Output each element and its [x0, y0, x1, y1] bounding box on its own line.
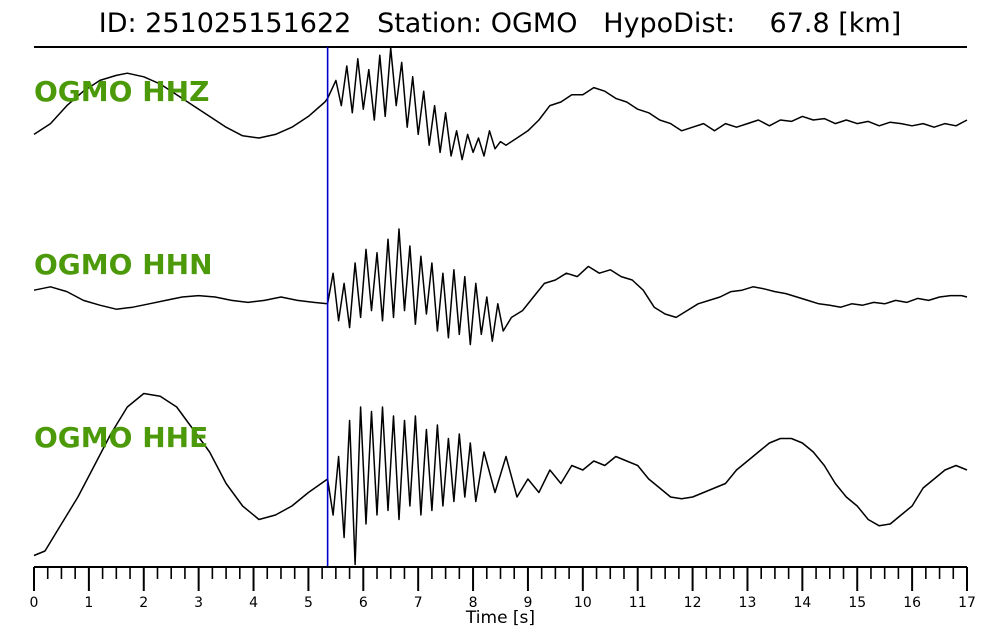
- x-tick-label: 1: [84, 595, 93, 611]
- trace-labels-group: OGMO HHZ OGMO HHN OGMO HHE: [34, 75, 213, 454]
- trace-line-3: [33, 392, 968, 566]
- title-rule: [34, 46, 967, 48]
- x-tick-label: 14: [793, 595, 811, 611]
- x-tick-label: 8: [469, 595, 478, 611]
- x-tick-label: 15: [848, 595, 866, 611]
- x-tick-label: 9: [523, 595, 532, 611]
- x-tick-label: 7: [414, 595, 423, 611]
- x-tick-label: 10: [574, 595, 592, 611]
- chart-title: ID: 251025151622 Station: OGMO HypoDist:…: [98, 8, 902, 39]
- traces-group: [33, 47, 968, 566]
- x-tick-label: 2: [139, 595, 148, 611]
- x-tick-label: 16: [903, 595, 921, 611]
- x-tick-label: 4: [249, 595, 258, 611]
- x-axis-label: Time [s]: [465, 608, 535, 628]
- x-tick-label: 13: [739, 595, 757, 611]
- trace-label-1: OGMO HHZ: [34, 75, 209, 108]
- x-tick-label: 3: [194, 595, 203, 611]
- x-tick-label: 17: [958, 595, 976, 611]
- x-tick-label: 12: [684, 595, 702, 611]
- x-tick-label: 5: [304, 595, 313, 611]
- trace-label-3: OGMO HHE: [34, 421, 208, 454]
- trace-line-2: [33, 228, 968, 346]
- x-tick-label: 0: [30, 595, 39, 611]
- x-tick-label: 6: [359, 595, 368, 611]
- trace-label-2: OGMO HHN: [34, 248, 213, 281]
- x-axis: 0 1 2 3 4 5 6 7 8 9 10 11 12 13 14 15 16 17: [30, 566, 976, 611]
- trace-line-1: [33, 47, 968, 161]
- x-tick-label: 11: [629, 595, 647, 611]
